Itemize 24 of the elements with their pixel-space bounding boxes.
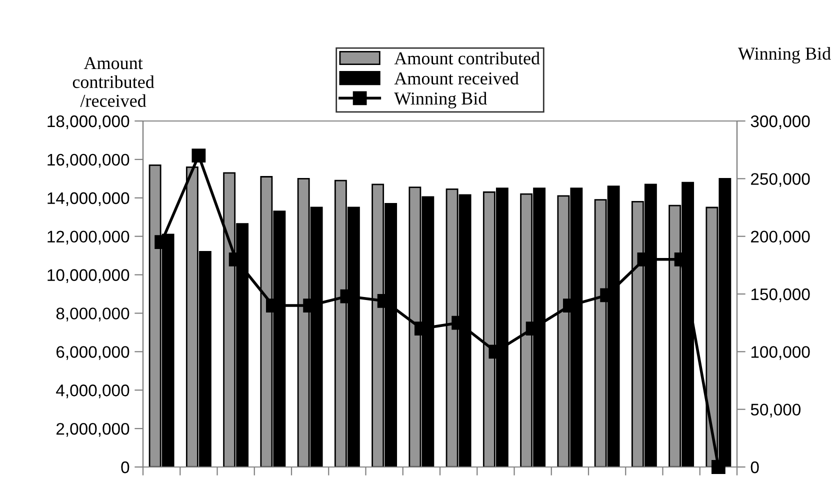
y-tick-label: 10,000,000 xyxy=(48,269,130,283)
y-tick-label: 14,000,000 xyxy=(48,192,130,206)
y-tick-label: 12,000,000 xyxy=(48,230,130,245)
point xyxy=(711,460,726,474)
y-tick-label: 0 xyxy=(121,461,130,474)
y-tick-label: 16,000,000 xyxy=(48,154,130,168)
y2-tick-label: 200,000 xyxy=(751,230,810,245)
y-tick-label: 2,000,000 xyxy=(56,422,130,437)
y2-tick-label: 0 xyxy=(750,461,759,474)
y-tick-label: 6,000,000 xyxy=(56,346,130,360)
y-axis-title: Amount contributed /received xyxy=(72,57,154,107)
y-tick-label: 18,000,000 xyxy=(48,115,130,130)
y-tick-label: 8,000,000 xyxy=(56,308,130,322)
y2-tick-label: 100,000 xyxy=(751,346,810,360)
point xyxy=(192,148,206,163)
legend-label: Winning Bid xyxy=(394,92,487,108)
legend-label: Amount received xyxy=(394,72,519,85)
y2-tick-label: 50,000 xyxy=(750,404,801,418)
y2-tick-label: 150,000 xyxy=(751,288,810,302)
y-tick-label: 4,000,000 xyxy=(56,384,130,398)
legend-label: Amount contributed xyxy=(394,52,540,64)
y2-axis-title: Winning Bid xyxy=(738,47,831,64)
y2-tick-label: 250,000 xyxy=(751,173,810,187)
y2-tick-label: 300,000 xyxy=(750,115,810,130)
